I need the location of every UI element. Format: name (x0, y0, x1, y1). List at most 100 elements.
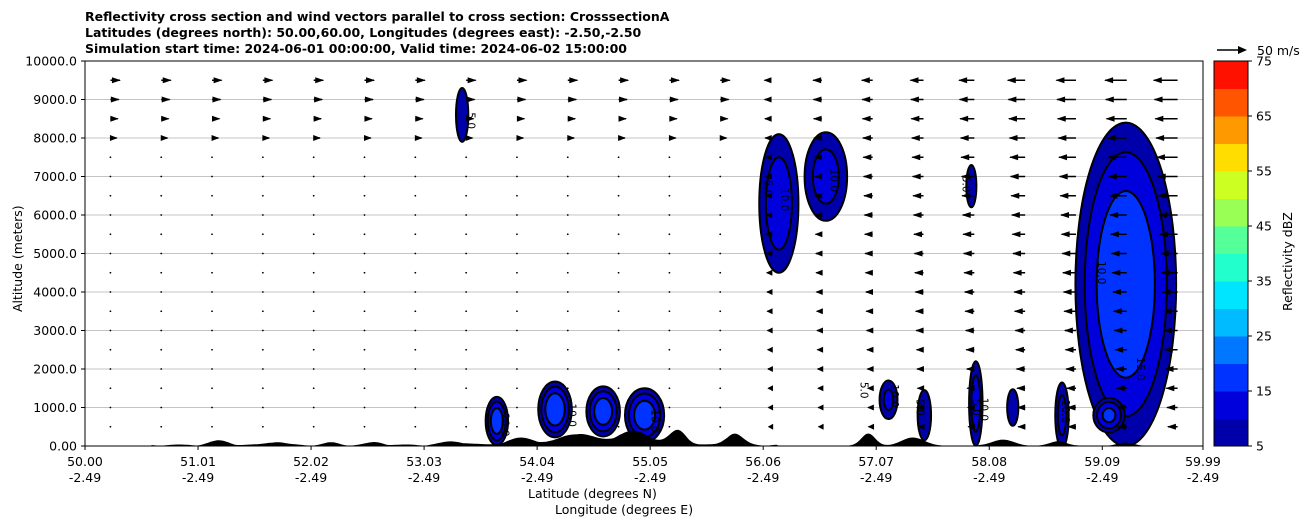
wind-vector (668, 368, 671, 370)
wind-vector-head (812, 115, 822, 122)
wind-vector-head (364, 135, 372, 141)
wind-vector (261, 233, 264, 236)
wind-vector (668, 310, 671, 313)
wind-vector (261, 329, 264, 332)
wind-vector-head (867, 423, 875, 430)
wind-vector (414, 156, 417, 159)
terrain (85, 429, 1203, 446)
y-tick-label: 4000.0 (33, 285, 77, 300)
wind-vector-head (864, 269, 873, 276)
wind-vector-head (719, 135, 728, 141)
x-tick-label-lon: -2.49 (860, 470, 892, 485)
contour-label: 10.0 (827, 169, 839, 192)
wind-vector-head (1016, 385, 1025, 392)
wind-vector-head (1056, 96, 1066, 103)
wind-vector (617, 406, 620, 409)
wind-vector-head (958, 96, 968, 103)
wind-vector (414, 252, 417, 255)
wind-vector (516, 271, 518, 274)
wind-vector-head (861, 135, 871, 141)
wind-vector (363, 252, 366, 255)
wind-vector-head (1060, 231, 1070, 238)
wind-vector (465, 291, 468, 293)
x-tick-label-lat: 50.00 (67, 454, 103, 469)
wind-vector-head (963, 269, 973, 276)
wind-vector-head (864, 250, 873, 257)
wind-vector (414, 406, 417, 409)
wind-vector (109, 329, 112, 332)
wind-vector-head (1159, 250, 1169, 257)
wind-vector (566, 406, 569, 409)
wind-vector (465, 175, 468, 178)
wind-vector (719, 348, 722, 351)
contour-label: 5.0 (959, 176, 971, 193)
wind-vector (668, 156, 671, 159)
wind-vector-head (1010, 212, 1020, 218)
wind-vector (261, 310, 264, 313)
wind-vector-head (467, 77, 477, 84)
wind-vector-head (1106, 135, 1116, 141)
colorbar-band (1214, 171, 1248, 199)
wind-vector (465, 233, 468, 236)
wind-vector-head (961, 192, 971, 199)
wind-vector (516, 156, 518, 159)
wind-vector-head (1157, 192, 1167, 199)
contour-label: 10.0 (977, 398, 989, 421)
wind-vector (566, 387, 569, 390)
y-tick-label: 10000.0 (25, 54, 77, 69)
wind-vector (465, 368, 468, 370)
wind-vector-head (1104, 77, 1114, 84)
wind-vector-head (1156, 173, 1166, 180)
wind-vector-head (917, 423, 925, 430)
wind-vector (617, 252, 620, 255)
wind-vector-head (1011, 231, 1021, 238)
wind-vector-head (1109, 212, 1119, 218)
wind-vector-head (963, 289, 973, 295)
wind-vector-head (213, 77, 223, 84)
contour-level (593, 396, 614, 426)
wind-vector-head (620, 77, 630, 84)
wind-vector (312, 368, 315, 370)
terrain-profile (85, 429, 1203, 446)
wind-vector (261, 348, 264, 351)
wind-vector (211, 252, 213, 255)
wind-vector (109, 425, 112, 428)
wind-vector-head (911, 173, 921, 180)
wind-vector-head (910, 135, 920, 141)
quiver-key: 50 m/s (1217, 43, 1300, 58)
colorbar-band (1214, 226, 1248, 254)
wind-vector (312, 310, 315, 313)
contour-level (764, 156, 793, 251)
wind-vector (211, 175, 213, 178)
wind-vector-head (1114, 366, 1124, 372)
wind-vector-head (815, 289, 823, 295)
x-tick-label-lon: -2.49 (521, 470, 553, 485)
wind-vector-head (862, 154, 872, 161)
wind-vector (363, 175, 366, 178)
wind-vector-head (262, 115, 272, 122)
wind-vector (160, 252, 163, 255)
y-axis-label: Altitude (meters) (10, 205, 25, 312)
wind-vector-head (1061, 250, 1071, 257)
contour-label: 10.0 (1059, 400, 1071, 423)
wind-vector-head (767, 366, 773, 372)
wind-vector-head (670, 77, 680, 84)
wind-vector (261, 406, 264, 409)
wind-vector (668, 329, 671, 332)
reflectivity-cell (454, 86, 470, 143)
reflectivity-cell (758, 133, 800, 274)
wind-vector (465, 194, 468, 197)
wind-vector-head (516, 135, 525, 141)
x-tick-label-lat: 54.04 (519, 454, 555, 469)
wind-vector-head (1111, 289, 1121, 295)
wind-vector (719, 329, 722, 332)
wind-vector (312, 156, 315, 159)
x-tick-label-lon: -2.49 (182, 470, 214, 485)
wind-vector-head (721, 77, 731, 84)
wind-vector-head (861, 96, 871, 103)
wind-vector-head (914, 308, 924, 315)
y-tick-label: 5000.0 (33, 246, 77, 261)
wind-vector-head (863, 192, 873, 199)
wind-vector (312, 252, 315, 255)
wind-vector (668, 252, 671, 255)
